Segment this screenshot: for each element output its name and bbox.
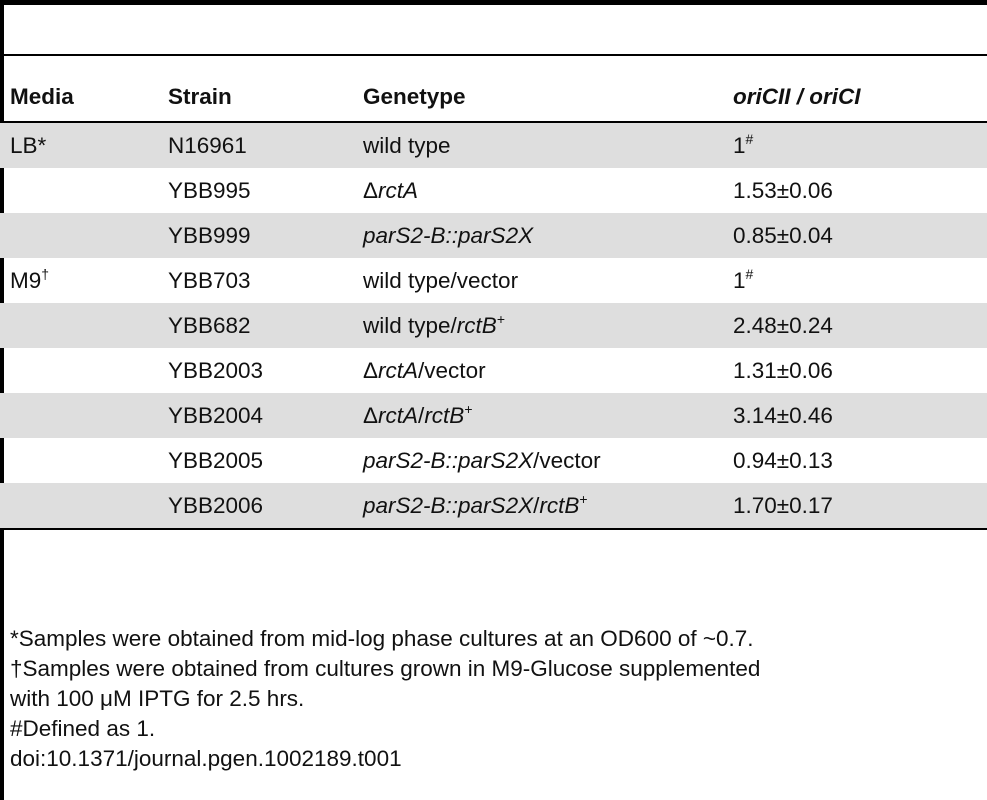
table-row: YBB2005 parS2-B::parS2X/vector 0.94±0.13 [0, 438, 987, 483]
genotype-part: wild type/ [363, 312, 457, 338]
genotype-part: parS2-B::parS2X [363, 492, 534, 518]
cell-media: M9† [10, 265, 50, 293]
cell-genotype: ΔrctA [363, 168, 733, 213]
footnote-1: *Samples were obtained from mid-log phas… [10, 626, 754, 651]
footnote-2: †Samples were obtained from cultures gro… [10, 656, 761, 681]
genotype-part: rctB [424, 402, 465, 428]
cell-ratio: 0.85±0.04 [733, 213, 987, 258]
genotype-part: Δ [363, 402, 379, 428]
footnote-3: with 100 μM IPTG for 2.5 hrs. [10, 686, 305, 711]
genotype-superscript: + [464, 400, 473, 417]
cell-strain: YBB999 [168, 213, 363, 258]
top-rule [0, 0, 987, 5]
genotype-part: rctA [378, 357, 419, 383]
genotype-part: /vector [418, 357, 486, 383]
cell-media [0, 483, 168, 530]
col-header-ratio: oriCII / oriCI [733, 73, 987, 123]
genotype-part: parS2-B::parS2X [363, 222, 534, 248]
cell-genotype: parS2-B::parS2X/rctB+ [363, 483, 733, 530]
table-row: LB* N16961 wild type 1# [0, 122, 987, 168]
cell-ratio: 1# [733, 122, 987, 168]
header-top-rule [0, 54, 987, 56]
footnote-doi: doi:10.1371/journal.pgen.1002189.t001 [10, 746, 402, 771]
cell-genotype: wild type/rctB+ [363, 303, 733, 348]
genotype-superscript: + [579, 490, 588, 507]
header-row: Media Strain Genetype oriCII / oriCI [0, 73, 987, 123]
cell-ratio: 1# [733, 265, 754, 293]
cell-strain: N16961 [168, 122, 363, 168]
genotype-part: rctB [456, 312, 497, 338]
table-row: M9† YBB703 wild type/vector 1# [0, 258, 987, 303]
genotype-part: wild type/vector [363, 267, 519, 293]
table-body: LB* N16961 wild type 1# YBB995 ΔrctA 1.53±0.06… [0, 122, 987, 530]
cell-strain: YBB703 [168, 267, 251, 293]
cell-ratio: 3.14±0.46 [733, 393, 987, 438]
cell-ratio: 1.53±0.06 [733, 177, 833, 203]
cell-media [0, 393, 168, 438]
genotype-part: Δ [363, 177, 379, 203]
cell-strain: YBB2004 [168, 393, 363, 438]
genotype-part: /vector [533, 447, 601, 473]
genotype-part: / [418, 402, 425, 428]
genotype-part: rctA [378, 177, 419, 203]
table-row: YBB2006 parS2-B::parS2X/rctB+ 1.70±0.17 [0, 483, 987, 530]
genotype-part: / [533, 492, 540, 518]
cell-media [0, 438, 168, 483]
cell-media [0, 303, 168, 348]
cell-media [0, 213, 168, 258]
cell-strain: YBB995 [168, 177, 251, 203]
cell-genotype: parS2-B::parS2X/vector [363, 438, 733, 483]
cell-strain: YBB2003 [168, 357, 264, 383]
genotype-part: rctB [539, 492, 580, 518]
footnotes: *Samples were obtained from mid-log phas… [10, 624, 980, 774]
cell-genotype: wild type [363, 122, 733, 168]
cell-genotype: wild type/vector [363, 258, 733, 303]
cell-genotype: ΔrctA/rctB+ [363, 393, 733, 438]
cell-ratio: 0.94±0.13 [733, 447, 833, 473]
cell-strain: YBB2005 [168, 447, 264, 473]
cell-ratio: 2.48±0.24 [733, 303, 987, 348]
cell-media [0, 168, 168, 213]
results-table: Media Strain Genetype oriCII / oriCI LB*… [0, 73, 987, 530]
table-row: YBB999 parS2-B::parS2X 0.85±0.04 [0, 213, 987, 258]
footnote-4: #Defined as 1. [10, 716, 156, 741]
cell-genotype: parS2-B::parS2X [363, 213, 733, 258]
ratio-footnote-mark: # [745, 130, 754, 147]
col-header-strain: Strain [168, 73, 363, 123]
table-row: YBB2003 ΔrctA/vector 1.31±0.06 [0, 348, 987, 393]
cell-ratio: 1.70±0.17 [733, 483, 987, 530]
table-row: YBB995 ΔrctA 1.53±0.06 [0, 168, 987, 213]
media-footnote-mark: † [41, 265, 50, 282]
genotype-part: rctA [378, 402, 419, 428]
cell-media [0, 348, 168, 393]
genotype-part: Δ [363, 357, 379, 383]
ratio-footnote-mark: # [745, 265, 754, 282]
table-row: YBB682 wild type/rctB+ 2.48±0.24 [0, 303, 987, 348]
cell-ratio: 1.31±0.06 [733, 357, 833, 383]
cell-genotype: ΔrctA/vector [363, 348, 733, 393]
genotype-part: parS2-B::parS2X [363, 447, 534, 473]
genotype-superscript: + [496, 310, 505, 327]
cell-media: LB* [0, 122, 168, 168]
table-row: YBB2004 ΔrctA/rctB+ 3.14±0.46 [0, 393, 987, 438]
genotype-part: wild type [363, 132, 451, 158]
cell-strain: YBB2006 [168, 483, 363, 530]
cell-strain: YBB682 [168, 303, 363, 348]
col-header-media: Media [0, 73, 168, 123]
col-header-genotype: Genetype [363, 73, 733, 123]
